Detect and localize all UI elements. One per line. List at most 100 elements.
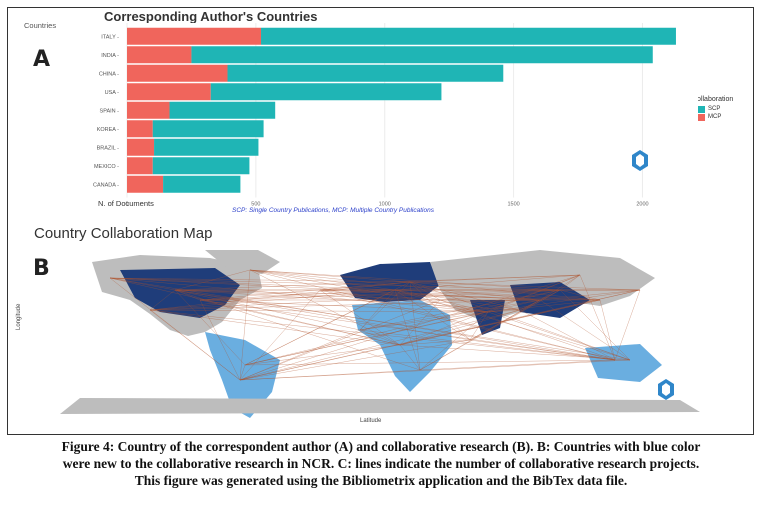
collaboration-line [149,309,489,313]
collaboration-line [319,289,401,346]
bar-scp [152,120,264,138]
collaboration-line [244,289,561,366]
panel-a-label: A [33,47,51,72]
collaboration-line [244,359,616,366]
x-tick-label: 1000 [379,202,391,208]
collaboration-line [149,299,541,311]
collaboration-line [359,311,489,331]
collaboration-line [519,289,561,311]
collaboration-line [519,309,616,361]
africa-shape [352,300,452,392]
collaboration-line [109,277,561,291]
collaboration-line [469,339,616,361]
collaboration-line [439,299,616,361]
collaboration-line [244,344,401,366]
y-tick-label: SPAIN - [100,108,120,114]
collaboration-line [559,274,581,291]
legend-label-mcp: MCP [708,114,722,120]
collaboration-line [109,277,401,346]
collaboration-line [239,329,361,381]
y-tick-label: MEXICO - [94,164,119,170]
collaboration-line [614,289,641,361]
bar-mcp [127,83,211,101]
collaboration-line [149,309,241,381]
bar-scp [163,175,241,193]
caption-line: Figure 4: Country of the correspondent a… [61,439,701,454]
collaboration-line [109,277,176,291]
y-tick-label: CHINA - [99,71,119,77]
collaboration-line [149,309,401,346]
collaboration-line [149,289,561,311]
australia-shape [585,344,662,382]
y-tick-label: KOREA - [97,127,119,133]
x-tick-label: 2000 [636,202,648,208]
collaboration-line [249,269,396,291]
collaboration-line [394,274,581,291]
collaboration-line [539,274,581,301]
bar-scp [191,46,653,64]
bar-scp [154,138,259,156]
collaboration-line [249,269,541,301]
collaboration-line [174,289,246,366]
collaboration-line [559,289,601,301]
collaboration-line [109,277,541,301]
y-tick-label: BRAZIL - [97,145,120,151]
map-title: Country Collaboration Map [34,225,213,242]
x-tick-label: 500 [251,202,260,208]
collaboration-line [239,364,246,381]
bibliometrix-logo-icon [636,154,644,167]
y-tick-label: USA - [105,90,120,96]
collaboration-line [399,344,421,371]
bar-scp [210,83,442,101]
legend-key-mcp [696,114,705,121]
collaboration-line [239,269,251,381]
y-tick-label: CANADA - [93,182,119,188]
collaboration-line [487,299,601,313]
collaboration-line [319,289,616,361]
collaboration-line [239,339,471,381]
chart-note: SCP: Single Country Publications, MCP: M… [232,207,434,214]
collaboration-line [399,339,471,346]
collaboration-line [239,309,521,381]
collaboration-line [409,281,441,301]
collaboration-line [399,299,441,346]
bar-scp [152,157,250,175]
collaboration-line [199,289,561,301]
collaboration-line [239,274,581,381]
collaboration-line [199,299,241,381]
collaboration-line [359,329,616,361]
bar-mcp [127,175,164,193]
panel-b-label: B [33,256,50,281]
collaboration-line [439,289,561,301]
collaboration-line [249,269,616,361]
collaboration-line [239,359,631,381]
collaboration-line [487,289,641,313]
collaboration-line [399,289,641,346]
bar-mcp [127,27,262,45]
x-tick-label: 1500 [507,202,519,208]
collaboration-line [239,299,441,381]
collaboration-line [419,289,561,371]
collaboration-line [244,311,489,366]
bar-mcp [127,120,153,138]
legend-label-scp: SCP [708,106,721,112]
collaboration-line [409,281,641,291]
collaboration-line [149,289,396,311]
y-axis-label: Countries [24,21,57,30]
greenland-shape [205,250,280,274]
x-tick-label: 0 [125,202,128,208]
collaboration-line [579,274,616,361]
collaboration-line [174,289,441,301]
bar-scp [227,64,504,82]
collaboration-line [174,269,251,291]
legend-title: Collaboration [692,96,734,103]
caption-line: This figure was generated using the Bibl… [134,473,628,488]
collaboration-line [239,289,641,381]
x-axis-label: N. of Documents [98,199,154,208]
collaboration-line [399,309,521,346]
collaboration-line [439,299,489,313]
collaboration-line [487,309,521,313]
map-x-label: Latitude [360,418,382,424]
